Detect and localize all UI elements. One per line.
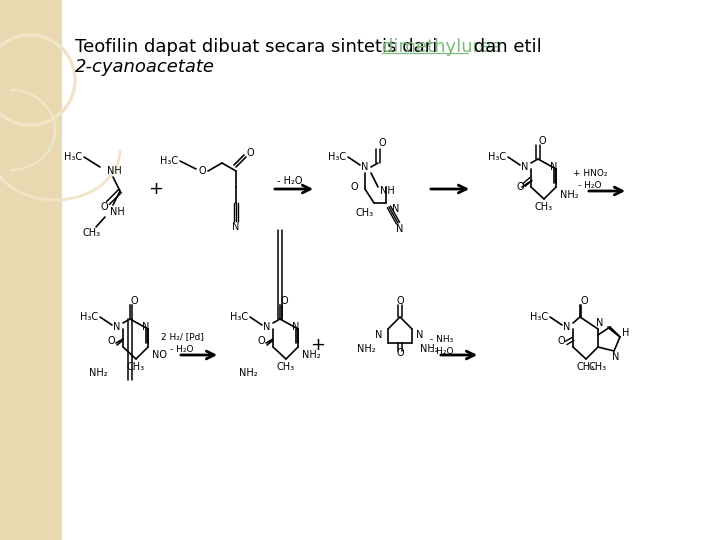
Text: N: N bbox=[596, 318, 603, 328]
Text: N: N bbox=[392, 204, 400, 214]
Text: - H₂O: - H₂O bbox=[431, 347, 454, 355]
Text: Teofilin dapat dibuat secara sintetis dari: Teofilin dapat dibuat secara sintetis da… bbox=[75, 38, 443, 56]
Text: N: N bbox=[612, 352, 620, 362]
Text: O: O bbox=[280, 296, 288, 306]
Text: H₃C: H₃C bbox=[230, 312, 248, 322]
Text: NH₂: NH₂ bbox=[89, 368, 107, 378]
Text: O: O bbox=[538, 136, 546, 146]
Text: H₃C: H₃C bbox=[328, 152, 346, 162]
Text: NH₂: NH₂ bbox=[302, 350, 320, 360]
Bar bbox=[0, 0, 62, 540]
Text: CH₃: CH₃ bbox=[277, 362, 295, 372]
Text: O: O bbox=[130, 296, 138, 306]
Text: N: N bbox=[374, 330, 382, 340]
Text: - H₂O: - H₂O bbox=[578, 181, 602, 191]
Text: NO: NO bbox=[152, 350, 167, 360]
Text: N: N bbox=[233, 222, 240, 232]
Text: O: O bbox=[100, 202, 108, 212]
Text: N: N bbox=[264, 322, 271, 332]
Text: + HNO₂: + HNO₂ bbox=[572, 168, 607, 178]
Text: dan etil: dan etil bbox=[468, 38, 542, 56]
Text: N: N bbox=[292, 322, 300, 332]
Text: H₃C: H₃C bbox=[488, 152, 506, 162]
Text: O: O bbox=[396, 296, 404, 306]
Text: N: N bbox=[416, 330, 423, 340]
Text: O: O bbox=[246, 148, 254, 158]
Text: O: O bbox=[396, 348, 404, 358]
Text: H: H bbox=[622, 328, 629, 338]
Text: CH₃: CH₃ bbox=[356, 208, 374, 218]
Text: 2-cyanoacetate: 2-cyanoacetate bbox=[75, 58, 215, 76]
Text: O: O bbox=[107, 336, 115, 346]
Text: CH₃: CH₃ bbox=[535, 202, 553, 212]
Text: CH₃: CH₃ bbox=[83, 228, 101, 238]
Text: - H₂O: - H₂O bbox=[277, 176, 302, 186]
Text: H₃C: H₃C bbox=[80, 312, 98, 322]
Text: N: N bbox=[113, 322, 121, 332]
Text: CH₃: CH₃ bbox=[589, 362, 607, 372]
Text: dimethylurea: dimethylurea bbox=[382, 38, 503, 56]
Text: H₃C: H₃C bbox=[530, 312, 548, 322]
Text: O: O bbox=[378, 138, 386, 148]
Text: N: N bbox=[396, 224, 404, 234]
Text: O: O bbox=[351, 182, 358, 192]
Text: - NH₃: - NH₃ bbox=[431, 334, 454, 343]
Text: NH₂: NH₂ bbox=[560, 190, 579, 200]
Text: N: N bbox=[563, 322, 571, 332]
Text: +: + bbox=[310, 336, 325, 354]
Text: CH₃: CH₃ bbox=[577, 362, 595, 372]
Text: O: O bbox=[580, 296, 588, 306]
Text: N: N bbox=[361, 162, 369, 172]
Text: O: O bbox=[198, 166, 206, 176]
Text: NH₂: NH₂ bbox=[357, 344, 376, 354]
Text: NH: NH bbox=[110, 207, 125, 217]
Text: +: + bbox=[148, 180, 163, 198]
Text: CH₃: CH₃ bbox=[127, 362, 145, 372]
Text: NH: NH bbox=[107, 166, 122, 176]
Text: N: N bbox=[521, 162, 528, 172]
Text: H₃C: H₃C bbox=[64, 152, 82, 162]
Text: O: O bbox=[257, 336, 265, 346]
Text: NH: NH bbox=[380, 186, 395, 196]
Text: N: N bbox=[550, 162, 557, 172]
Text: NH₂: NH₂ bbox=[420, 344, 438, 354]
Text: - H₂O: - H₂O bbox=[170, 345, 194, 354]
Text: H₃C: H₃C bbox=[160, 156, 178, 166]
Text: N: N bbox=[142, 322, 149, 332]
Text: 2 H₂/ [Pd]: 2 H₂/ [Pd] bbox=[161, 333, 204, 341]
Text: NH₂: NH₂ bbox=[239, 368, 257, 378]
Text: O: O bbox=[516, 182, 524, 192]
Text: O: O bbox=[557, 336, 565, 346]
